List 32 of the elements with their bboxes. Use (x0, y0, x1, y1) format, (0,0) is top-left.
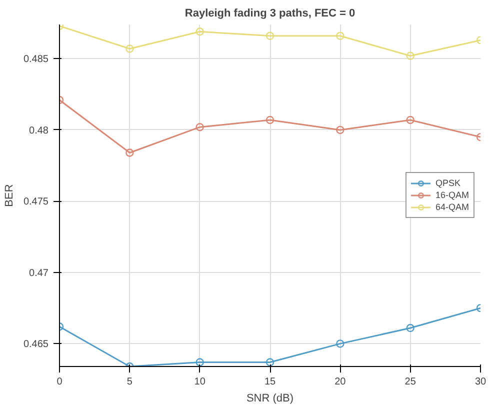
point (196, 123, 204, 132)
point (266, 116, 274, 124)
x-tick-label: 25 (404, 376, 416, 388)
x-tick-label: 10 (194, 376, 206, 388)
point (336, 32, 344, 40)
legend-label: QPSK (435, 177, 460, 189)
y-tick-label: 0.47 (29, 268, 49, 279)
legend-label: 64-QAM (435, 201, 469, 213)
point (196, 28, 204, 36)
point (336, 340, 344, 348)
point (406, 116, 414, 124)
legend-label: 16-QAM (435, 189, 469, 201)
y-tick-label: 0.48 (29, 125, 49, 136)
x-tick-label: 0 (56, 376, 63, 388)
y-tick-label: 0.465 (23, 339, 49, 350)
point (196, 358, 204, 366)
point (406, 52, 414, 60)
point (126, 148, 134, 157)
x-axis-title: SNR (dB) (246, 392, 294, 404)
y-tick-label: 0.475 (23, 196, 49, 208)
y-tick-label: 0.485 (23, 54, 49, 66)
x-tick-label: 30 (474, 376, 486, 388)
point (266, 32, 274, 40)
point (336, 126, 344, 134)
x-tick-label: 5 (126, 376, 133, 388)
y-axis-title: BER (3, 184, 16, 207)
chart-title: Rayleigh fading 3 paths, FEC = 0 (184, 8, 356, 20)
x-tick-label: 20 (334, 376, 346, 388)
point (266, 358, 274, 366)
point (126, 44, 134, 53)
x-tick-label: 15 (264, 376, 276, 388)
point (406, 324, 414, 332)
